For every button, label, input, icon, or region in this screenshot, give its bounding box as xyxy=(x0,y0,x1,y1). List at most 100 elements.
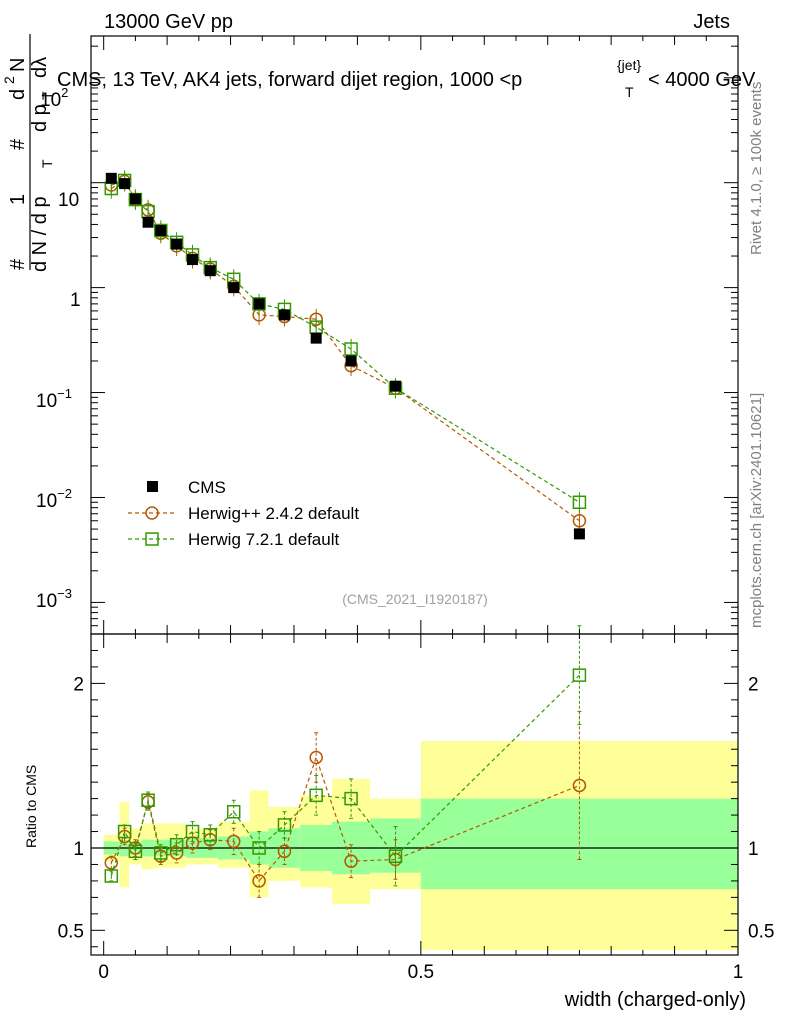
ratio-point-1-0 xyxy=(104,869,119,883)
ratio-point-1-1 xyxy=(117,824,132,839)
ylabel-one: 1 xyxy=(7,194,29,205)
main-point-0-10 xyxy=(278,309,290,321)
ratio-point-1-14 xyxy=(572,668,587,682)
ratio-ytick-label-right-0.5: 0.5 xyxy=(748,921,774,942)
ratio-point-1-12 xyxy=(344,791,358,806)
main-point-0-13 xyxy=(389,380,401,392)
legend-herwigpp-marker xyxy=(145,506,159,520)
main-line-herwig-2-4-2-default xyxy=(111,180,580,522)
ylabel-dn: d N / d p xyxy=(29,196,51,272)
ylabel-d: d xyxy=(7,89,29,100)
main-line-herwig-7-2-1-default xyxy=(110,179,580,503)
title-main: CMS, 13 TeV, AK4 jets, forward dijet reg… xyxy=(57,69,522,91)
ylabel-dpt: d p xyxy=(29,104,51,132)
upper-ytick-labels: 102 10 1 10−1 10−2 10−3 xyxy=(36,85,81,612)
ratio-series xyxy=(104,625,587,898)
ytick-label-0.001: 10−3 xyxy=(36,586,72,612)
header-right: Jets xyxy=(693,11,730,33)
ylabel-sub-t-2: T xyxy=(39,91,55,100)
ytick-100-base: 10 xyxy=(40,90,61,111)
ratio-point-0-0 xyxy=(104,856,119,870)
main-point-2-9 xyxy=(252,297,266,311)
ratio-point-1-4 xyxy=(154,846,168,860)
ylabel-dl: dλ xyxy=(29,57,51,78)
ylabel-hash-1: # xyxy=(7,258,29,270)
ytick-label-100: 102 xyxy=(40,85,68,111)
legend-cms-marker xyxy=(147,481,158,492)
main-point-0-9 xyxy=(253,298,265,310)
ratio-point-0-8 xyxy=(226,834,241,849)
main-point-0-1 xyxy=(119,178,131,190)
ratio-line-1 xyxy=(110,674,580,877)
legend-herwig7-marker xyxy=(145,532,159,546)
ylabel-n: N xyxy=(7,58,29,72)
legend: CMS Herwig++ 2.4.2 default Herwig 7.2.1 … xyxy=(128,478,359,549)
ytick-100-exp: 2 xyxy=(61,85,68,100)
title-tail: < 4000 GeV xyxy=(648,69,756,91)
main-point-0-11 xyxy=(310,332,322,344)
ratio-point-1-9 xyxy=(252,841,266,855)
legend-cms-label: CMS xyxy=(188,478,226,497)
ratio-point-1-13 xyxy=(388,849,403,863)
ratio-point-1-5 xyxy=(169,837,184,852)
ratio-ytick-label-right-1: 1 xyxy=(748,839,759,860)
lower-frame xyxy=(90,633,739,956)
main-point-0-2 xyxy=(129,193,141,205)
xtick-label-0.5: 0.5 xyxy=(408,962,434,983)
ylabel-sub-t-1: T xyxy=(39,159,55,168)
ratio-line-0 xyxy=(110,755,580,882)
legend-herwig7-label: Herwig 7.2.1 default xyxy=(188,530,339,549)
ratio-point-1-6 xyxy=(185,824,200,839)
ytick-0.01-exp: −2 xyxy=(57,486,72,501)
title-sup: {jet} xyxy=(617,57,641,73)
ratio-point-0-12 xyxy=(344,854,358,868)
main-point-0-5 xyxy=(171,238,183,250)
main-point-0-8 xyxy=(228,282,240,294)
main-series xyxy=(104,170,587,540)
ylabel-sq: 2 xyxy=(1,76,17,84)
ratio-ylabel: Ratio to CMS xyxy=(23,765,39,848)
main-point-2-4 xyxy=(154,223,168,238)
main-point-0-12 xyxy=(345,355,357,367)
legend-herwigpp-label: Herwig++ 2.4.2 default xyxy=(188,504,359,523)
ratio-ytick-label-left-1: 1 xyxy=(73,839,84,860)
ratio-point-1-8 xyxy=(226,805,241,819)
ytick-0.01-base: 10 xyxy=(36,491,57,512)
ytick-0.1-exp: −1 xyxy=(57,386,72,401)
ratio-point-0-11 xyxy=(309,750,323,765)
main-point-2-12 xyxy=(344,342,358,356)
ratio-point-1-2 xyxy=(128,844,143,859)
watermark: (CMS_2021_I1920187) xyxy=(342,591,488,607)
main-point-0-0 xyxy=(105,172,117,184)
upper-title: CMS, 13 TeV, AK4 jets, forward dijet reg… xyxy=(57,57,756,100)
ratio-ytick-label-left-2: 2 xyxy=(73,674,84,695)
main-point-0-3 xyxy=(142,216,154,228)
ratio-point-0-10 xyxy=(277,844,292,859)
rivet-label: Rivet 4.1.0, ≥ 100k events xyxy=(748,82,765,255)
ytick-0.1-base: 10 xyxy=(36,391,57,412)
main-point-0-4 xyxy=(155,225,167,237)
xtick-label-0: 0 xyxy=(98,962,109,983)
axes: 0 0.5 1 0.5 0.5 1 1 2 2 xyxy=(58,35,774,983)
ytick-label-10: 10 xyxy=(58,190,79,211)
ylabel-hash-2: # xyxy=(7,138,29,150)
main-point-2-14 xyxy=(572,495,587,510)
title-sub: T xyxy=(625,84,634,100)
ratio-point-0-14 xyxy=(572,778,587,793)
main-point-1-14 xyxy=(572,514,587,528)
mcplots-label: mcplots.cern.ch [arXiv:2401.10621] xyxy=(748,393,765,628)
upper-ylabel: # 1 d N / d p T # d 2 N d p T dλ xyxy=(1,34,55,272)
xlabel: width (charged-only) xyxy=(564,989,746,1011)
ratio-point-1-11 xyxy=(309,788,323,803)
header-left: 13000 GeV pp xyxy=(104,11,233,33)
ytick-label-0.01: 10−2 xyxy=(36,486,72,512)
main-point-0-6 xyxy=(186,254,198,266)
ratio-point-1-10 xyxy=(277,818,292,832)
ratio-point-0-9 xyxy=(252,874,266,888)
main-point-0-7 xyxy=(204,265,216,277)
ytick-label-1: 1 xyxy=(70,290,81,311)
ytick-0.001-base: 10 xyxy=(36,591,57,612)
ratio-ytick-label-left-0.5: 0.5 xyxy=(58,921,84,942)
ytick-label-0.1: 10−1 xyxy=(36,386,72,412)
